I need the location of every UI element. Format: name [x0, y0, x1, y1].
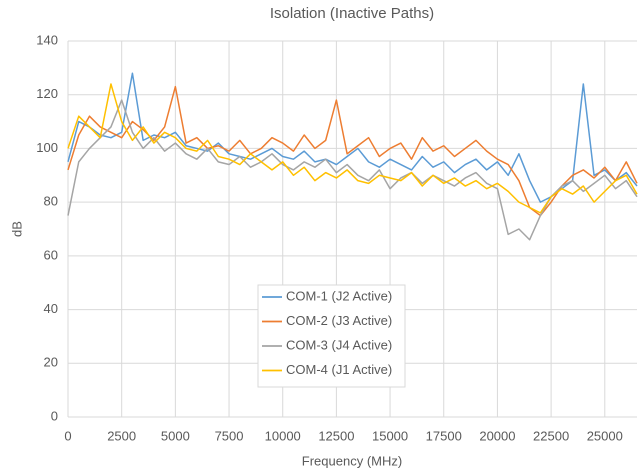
y-tick-label: 0: [51, 408, 58, 423]
x-tick-label: 10000: [265, 428, 301, 443]
x-tick-label: 0: [64, 428, 71, 443]
x-tick-label: 25000: [587, 428, 623, 443]
y-tick-label: 120: [36, 86, 58, 101]
x-tick-label: 20000: [479, 428, 515, 443]
y-tick-label: 20: [44, 355, 58, 370]
y-tick-label: 80: [44, 194, 58, 209]
y-tick-label: 40: [44, 301, 58, 316]
x-tick-label: 17500: [426, 428, 462, 443]
series-line: [67, 83, 638, 214]
x-tick-label: 22500: [533, 428, 569, 443]
y-tick-label: 60: [44, 247, 58, 262]
chart-title: Isolation (Inactive Paths): [270, 5, 434, 22]
x-tick-label: 12500: [318, 428, 354, 443]
series-line: [67, 72, 638, 203]
x-tick-label: 2500: [107, 428, 136, 443]
legend-label: COM-4 (J1 Active): [286, 362, 392, 377]
y-axis-label: dB: [9, 221, 24, 237]
legend-label: COM-1 (J2 Active): [286, 288, 392, 303]
legend-box: [257, 284, 406, 388]
x-tick-label: 15000: [372, 428, 408, 443]
x-tick-label: 7500: [215, 428, 244, 443]
legend-label: COM-2 (J3 Active): [286, 313, 392, 328]
x-tick-label: 5000: [161, 428, 190, 443]
y-tick-label: 100: [36, 140, 58, 155]
x-axis-label: Frequency (MHz): [302, 453, 402, 468]
legend-label: COM-3 (J4 Active): [286, 337, 392, 352]
y-tick-label: 140: [36, 32, 58, 47]
series-line: [67, 99, 638, 241]
